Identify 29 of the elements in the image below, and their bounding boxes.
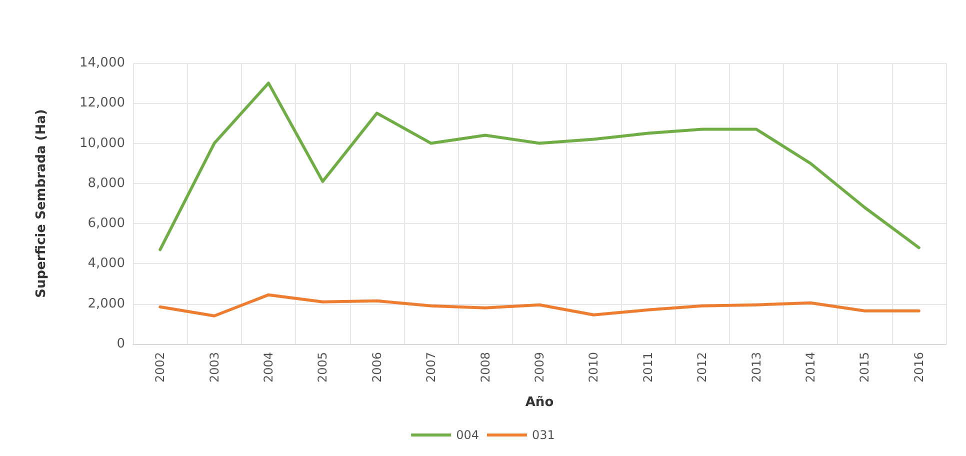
x-tick-label: 2012 (695, 352, 710, 383)
line-series (158, 82, 920, 252)
y-tick-label: 10,000 (80, 136, 125, 151)
legend-label: 004 (456, 428, 479, 442)
y-tick-label: 2,000 (88, 296, 125, 312)
y-axis-title: Superficie Sembrada (Ha) (34, 109, 49, 298)
x-tick-label: 2014 (804, 352, 818, 383)
x-axis-title: Año (525, 395, 554, 410)
x-tick-label: 2011 (640, 352, 655, 383)
x-tick-label: 2007 (424, 352, 438, 383)
y-tick-label: 8,000 (88, 176, 125, 191)
x-tick-label: 2008 (478, 352, 492, 383)
y-tick-label: 14,000 (80, 56, 125, 70)
x-tick-label: 2004 (262, 352, 276, 383)
legend-label: 031 (532, 428, 555, 442)
x-tick-label: 2016 (912, 352, 926, 383)
y-tick-label: 0 (116, 336, 125, 352)
x-tick-label: 2005 (316, 352, 330, 383)
y-tick-label: 4,000 (88, 256, 125, 272)
x-tick-label: 2003 (207, 352, 222, 383)
x-tick-label: 2009 (532, 352, 546, 383)
x-tick-label: 2013 (749, 352, 764, 383)
x-tick-label: 2006 (370, 352, 384, 383)
y-tick-label: 12,000 (80, 96, 125, 111)
x-tick-label: 2015 (858, 352, 872, 383)
line-series (158, 293, 920, 318)
y-tick-label: 6,000 (88, 216, 125, 232)
x-tick-label: 2002 (153, 352, 168, 383)
x-tick-label: 2010 (586, 352, 601, 383)
